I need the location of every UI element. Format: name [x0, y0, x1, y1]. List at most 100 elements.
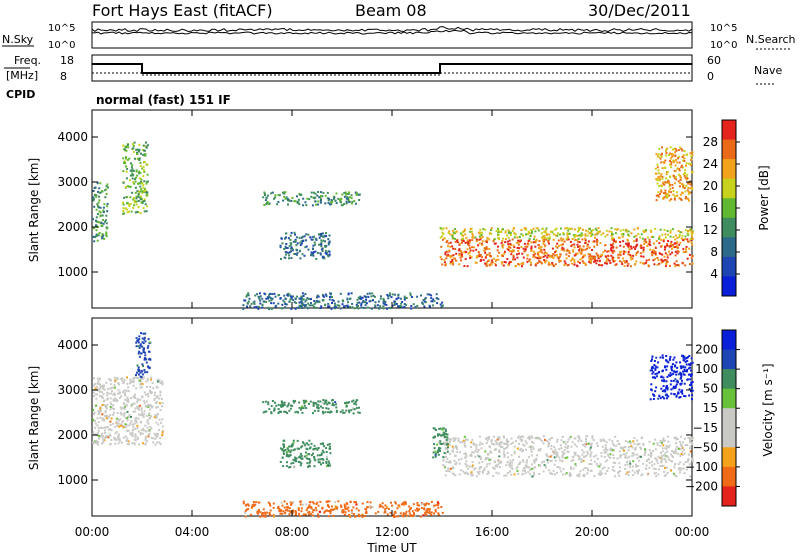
data-cell: [443, 261, 446, 264]
data-cell: [674, 386, 677, 389]
data-cell: [606, 459, 609, 462]
data-cell: [134, 410, 137, 413]
data-cell: [679, 383, 682, 386]
data-cell: [288, 507, 291, 510]
data-cell: [613, 238, 615, 241]
data-cell: [140, 386, 143, 388]
data-cell: [303, 404, 306, 407]
y-tick-label: 4000: [57, 130, 88, 144]
data-cell: [348, 401, 350, 404]
data-cell: [550, 454, 553, 457]
data-cell: [631, 446, 634, 449]
data-cell: [481, 243, 484, 246]
data-cell: [445, 227, 448, 230]
data-cell: [306, 442, 308, 445]
data-cell: [662, 464, 665, 467]
data-cell: [573, 236, 576, 239]
data-cell: [113, 380, 116, 383]
data-cell: [675, 451, 678, 454]
data-cell: [658, 147, 661, 150]
data-cell: [290, 307, 293, 310]
data-cell: [134, 419, 137, 422]
data-cell: [118, 440, 121, 442]
data-cell: [448, 443, 451, 446]
data-cell: [633, 442, 636, 445]
power-region-4: [439, 238, 694, 268]
data-cell: [555, 253, 558, 256]
data-cell: [635, 238, 638, 241]
data-cell: [259, 515, 262, 518]
data-cell: [332, 197, 335, 200]
data-cell: [635, 465, 638, 468]
colorbar-segment: [722, 237, 736, 258]
data-cell: [109, 428, 112, 431]
data-cell: [327, 510, 330, 513]
data-cell: [543, 240, 545, 243]
data-cell: [636, 470, 639, 473]
colorbar-tick-label: 20: [703, 179, 718, 193]
data-cell: [653, 463, 656, 466]
data-cell: [299, 257, 302, 260]
data-cell: [125, 208, 128, 211]
data-cell: [660, 190, 663, 193]
data-cell: [338, 198, 341, 201]
data-cell: [299, 461, 302, 464]
data-cell: [120, 423, 123, 426]
data-cell: [316, 194, 319, 197]
frequency-trace: [92, 63, 692, 74]
data-cell: [604, 446, 607, 449]
data-cell: [327, 238, 330, 241]
data-cell: [143, 357, 146, 359]
data-cell: [441, 442, 444, 445]
data-cell: [498, 455, 501, 458]
data-cell: [409, 514, 412, 517]
data-cell: [679, 440, 681, 443]
data-cell: [687, 373, 690, 376]
data-cell: [259, 511, 262, 514]
data-cell: [531, 436, 534, 439]
data-cell: [630, 445, 633, 448]
data-cell: [136, 405, 139, 408]
data-cell: [656, 462, 659, 465]
data-cell: [537, 229, 540, 232]
data-cell: [656, 442, 659, 445]
data-cell: [471, 236, 474, 239]
data-cell: [509, 465, 512, 468]
data-cell: [96, 417, 99, 420]
data-cell: [245, 295, 248, 298]
data-cell: [95, 194, 98, 197]
data-cell: [607, 255, 610, 258]
data-cell: [671, 183, 674, 186]
data-cell: [530, 228, 533, 231]
data-cell: [604, 472, 607, 475]
data-cell: [655, 240, 658, 242]
data-cell: [580, 232, 583, 235]
data-cell: [327, 515, 330, 518]
data-cell: [316, 294, 319, 297]
data-cell: [120, 441, 123, 444]
data-cell: [138, 170, 141, 173]
data-cell: [133, 197, 135, 199]
data-cell: [573, 453, 576, 456]
data-cell: [632, 460, 635, 463]
data-cell: [661, 447, 664, 450]
data-cell: [663, 457, 666, 460]
data-cell: [309, 506, 312, 509]
data-cell: [523, 242, 526, 245]
data-cell: [474, 450, 477, 453]
data-cell: [360, 514, 363, 517]
data-cell: [308, 298, 310, 300]
data-cell: [357, 305, 359, 307]
data-cell: [420, 506, 423, 509]
data-cell: [142, 165, 145, 168]
data-cell: [681, 191, 683, 194]
data-cell: [650, 389, 653, 392]
data-cell: [261, 303, 264, 306]
data-cell: [100, 435, 103, 438]
data-cell: [545, 227, 548, 230]
data-cell: [466, 248, 469, 251]
data-cell: [659, 444, 662, 447]
data-cell: [685, 154, 688, 156]
data-cell: [158, 441, 161, 444]
data-cell: [475, 248, 478, 251]
